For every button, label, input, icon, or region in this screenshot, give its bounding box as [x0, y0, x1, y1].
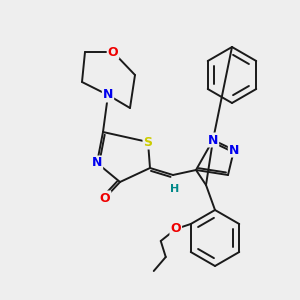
Text: N: N [229, 143, 239, 157]
Text: N: N [103, 88, 113, 101]
Text: O: O [170, 223, 181, 236]
Text: H: H [170, 184, 180, 194]
Text: N: N [208, 134, 218, 146]
Text: N: N [92, 157, 102, 169]
Text: S: S [143, 136, 152, 148]
Text: O: O [100, 191, 110, 205]
Text: O: O [108, 46, 118, 59]
